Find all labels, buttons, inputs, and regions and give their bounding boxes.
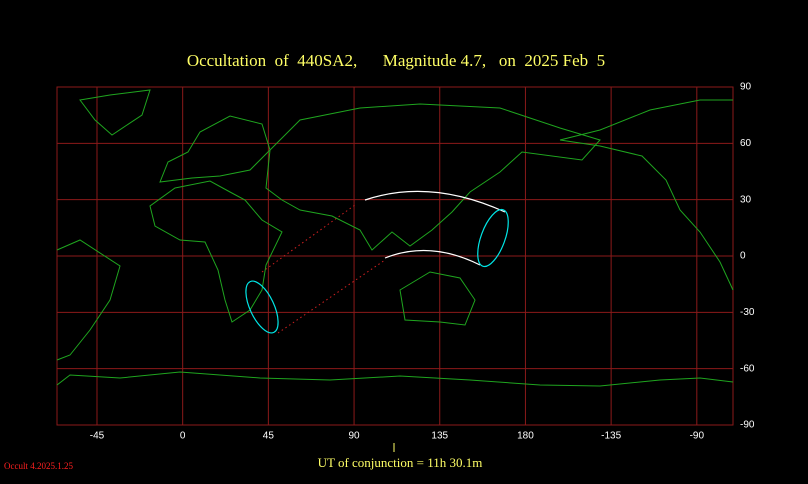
y-tick-label: 30 [740, 194, 752, 205]
map-frame [56, 86, 734, 426]
path-north-limit [364, 190, 506, 213]
path-south-limit [384, 249, 481, 266]
asia [265, 103, 601, 251]
shadow-outline [245, 280, 279, 334]
x-tick-label: -45 [90, 431, 105, 442]
australia [399, 271, 476, 326]
x-tick-label: 90 [348, 431, 360, 442]
antarctica [56, 371, 734, 387]
x-tick-label: 180 [517, 431, 534, 442]
x-tick-label: 45 [263, 431, 275, 442]
south-america [56, 239, 121, 361]
x-tick-label: 135 [431, 431, 448, 442]
version: Occult 4.2025.1.25 [4, 461, 73, 471]
greenland [79, 89, 151, 136]
path-daylight [261, 204, 356, 273]
coastlines [56, 89, 734, 387]
north-america [559, 99, 734, 291]
y-tick-label: 90 [740, 82, 752, 93]
europe [159, 115, 271, 183]
x-tick-label: -135 [601, 431, 621, 442]
y-tick-label: -90 [740, 420, 755, 431]
chart-title: Occultation of 440SA2, Magnitude 4.7, on… [187, 51, 605, 70]
x-tick-label: 0 [180, 431, 186, 442]
occultation-path [245, 190, 509, 334]
y-tick-label: -30 [740, 307, 755, 318]
y-tick-label: 60 [740, 138, 752, 149]
y-tick-label: 0 [740, 251, 746, 262]
y-tick-label: -60 [740, 363, 755, 374]
annotation: UT of conjunction = 11h 30.1m [318, 455, 483, 470]
x-tick-label: -90 [690, 431, 705, 442]
shadow-outline [477, 208, 509, 268]
